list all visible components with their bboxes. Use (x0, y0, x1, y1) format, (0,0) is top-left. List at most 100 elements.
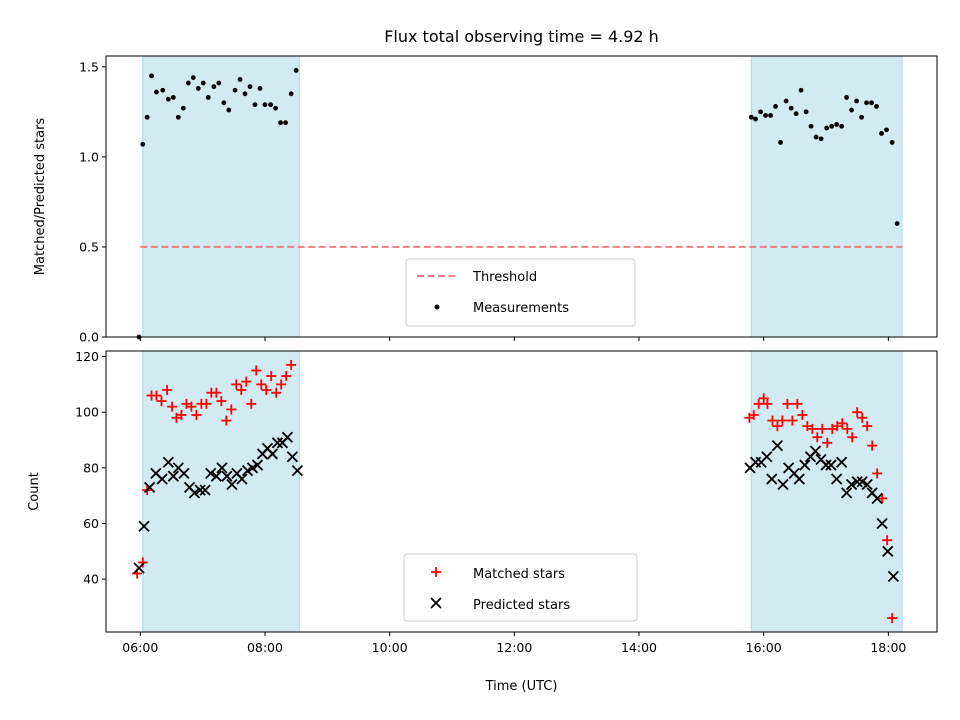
matched-star-point (758, 393, 769, 404)
measurement-point (273, 105, 278, 111)
matched-star-point (772, 421, 783, 432)
matched-star-point (867, 440, 878, 451)
predicted-star-point (194, 484, 206, 496)
x-stroke-b (766, 473, 778, 485)
measurement-point (773, 104, 778, 109)
x-stroke-b (251, 459, 264, 471)
top-axis-ticks: 0.0 0.5 1.0 1.5 (79, 59, 889, 345)
predicted-star-point (876, 517, 888, 530)
measurement-point (180, 105, 186, 111)
x-stroke-b (871, 492, 883, 505)
measurement-point (278, 120, 283, 126)
measurement-point (829, 123, 835, 129)
predicted-star-point (236, 473, 248, 485)
legend-threshold-label: Threshold (472, 270, 537, 285)
x-tick-label: 18:00 (870, 640, 906, 655)
predicted-star-point (835, 456, 848, 468)
x-stroke-b (830, 473, 843, 485)
x-stroke-b (231, 467, 243, 480)
measurement-point (262, 102, 268, 108)
x-stroke-b (188, 487, 201, 499)
x-stroke-b (793, 473, 805, 485)
matched-star-point (286, 359, 297, 370)
matched-star-point (256, 379, 267, 390)
ratio-marks (136, 68, 903, 340)
legend-predicted-label: Predicted stars (473, 598, 570, 613)
matched-star-point (777, 415, 788, 426)
measurement-point (257, 86, 263, 91)
measurement-point (889, 140, 895, 145)
x-stroke-b (882, 545, 894, 557)
x-stroke-b (167, 470, 179, 482)
bottom-y-axis-label: Count (27, 472, 42, 511)
measurement-point (758, 109, 763, 115)
measurement-point (144, 114, 150, 120)
observation-windows (142, 55, 903, 338)
y-tick-label: 120 (75, 349, 99, 364)
predicted-star-point (291, 464, 304, 477)
x-stroke-b (261, 442, 274, 455)
measurement-point (200, 80, 206, 86)
x-stroke-b (133, 562, 145, 574)
matched-star-point (797, 409, 808, 420)
matched-star-point (872, 468, 883, 479)
measurement-point (211, 84, 217, 90)
matched-star-point (176, 409, 187, 420)
x-stroke-b (266, 448, 279, 460)
predicted-star-point (281, 431, 294, 443)
x-stroke-b (199, 484, 211, 496)
x-tick-label: 12:00 (496, 640, 532, 655)
measurement-point (763, 113, 768, 118)
x-stroke-b (845, 478, 858, 491)
predicted-star-point (188, 487, 201, 499)
measurement-point (839, 123, 845, 129)
measurement-point (216, 80, 222, 86)
measurement-point (268, 102, 273, 108)
x-stroke-b (876, 517, 888, 530)
measurement-point (818, 136, 824, 142)
x-stroke-b (856, 476, 868, 488)
measurement-point (221, 100, 227, 106)
y-tick-label: 1.0 (79, 149, 99, 164)
measurement-point (175, 114, 181, 120)
x-stroke-b (286, 451, 299, 463)
matched-star-point (281, 371, 292, 382)
top-legend: Threshold Measurements (405, 258, 636, 327)
x-glyph (430, 597, 442, 609)
x-stroke-b (162, 456, 174, 468)
measurement-point (753, 116, 758, 122)
matched-star-point (837, 418, 848, 429)
matched-star-point (762, 398, 773, 409)
measurement-point (190, 75, 196, 81)
x-stroke-b (226, 478, 238, 491)
measurement-point (854, 98, 859, 104)
measurement-point (165, 96, 171, 102)
bottom-legend: Matched stars Predicted stars (403, 553, 638, 622)
measurement-point (160, 87, 166, 93)
bottom-panel: 40 60 80 100 120 06:00 08:00 10:00 12:00 14:00 16:… (27, 349, 938, 694)
predicted-star-point (799, 459, 811, 471)
predicted-star-point (266, 448, 279, 460)
x-stroke-b (216, 462, 228, 474)
x-stroke-b (150, 467, 162, 480)
x-stroke-b (271, 437, 284, 449)
x-stroke-b (782, 462, 795, 474)
matched-star-point (167, 401, 178, 412)
predicted-star-point (210, 470, 222, 482)
measurement-point (894, 221, 900, 226)
matched-star-point (787, 415, 798, 426)
y-tick-label: 0.0 (79, 330, 99, 345)
matched-star-point (887, 613, 898, 624)
measurement-point (226, 107, 232, 113)
matched-star-point (162, 384, 173, 395)
x-tick-label: 06:00 (122, 640, 158, 655)
x-stroke-b (194, 484, 206, 496)
x-axis-label: Time (UTC) (485, 679, 558, 694)
measurement-point (803, 109, 809, 115)
measurement-point (808, 123, 814, 129)
measurement-point (252, 102, 258, 108)
top-plot-frame (105, 55, 938, 338)
x-stroke-b (820, 459, 832, 471)
predicted-star-point (216, 462, 228, 474)
matched-star-point (261, 384, 272, 395)
